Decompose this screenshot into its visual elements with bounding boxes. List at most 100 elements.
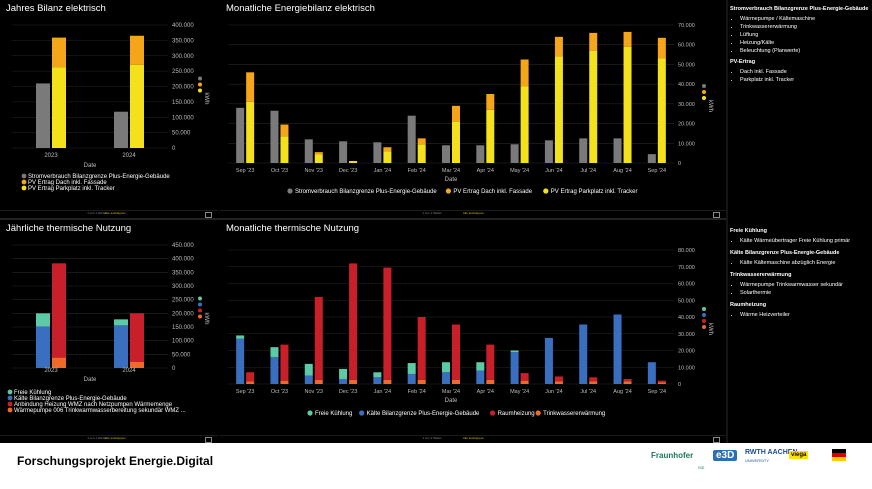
bar-mint — [236, 335, 245, 339]
x-tick-label: Jul '24 — [580, 168, 596, 174]
legend-description-electric: Stromverbrauch Bilanzgrenze Plus-Energie… — [730, 6, 872, 89]
y-tick-label: 10.000 — [678, 141, 695, 147]
bar-lorange — [623, 381, 632, 384]
bar-orange — [52, 37, 66, 68]
bar-blue — [510, 352, 519, 384]
x-axis-label: Date — [445, 398, 458, 404]
y-tick-label: 60.000 — [678, 282, 695, 288]
chart-title: Jahres Bilanz elektrisch — [6, 3, 106, 14]
bar-mint — [476, 362, 485, 371]
bar-red — [383, 267, 392, 380]
expand-all-link[interactable]: Alle ausklappen — [104, 211, 126, 215]
x-tick-label: Jun '24 — [545, 389, 563, 395]
bar-orange — [623, 31, 632, 47]
y-tick-label: 50.000 — [172, 131, 191, 137]
legend-dot-grey — [702, 84, 706, 88]
y-tick-label: 250.000 — [172, 69, 194, 75]
bar-yellow — [452, 121, 460, 163]
bar-red — [657, 380, 666, 383]
bar-grey — [373, 142, 382, 163]
bar-grey — [476, 145, 485, 163]
bar-lorange — [554, 381, 563, 384]
bar-blue — [613, 314, 622, 384]
bar-lorange — [383, 379, 392, 384]
bar-yellow — [589, 50, 598, 163]
bar-yellow — [486, 109, 495, 163]
export-icon[interactable] — [205, 212, 212, 218]
chart-jaehrliche-thermische: 0 50.000 100.000 150.000 200.000 250.000 300.0… — [7, 243, 209, 414]
bar-orange — [246, 72, 255, 102]
y-tick-label: 150.000 — [172, 325, 194, 331]
bar-mint — [270, 347, 279, 358]
bar-lorange — [417, 379, 426, 384]
x-tick-label: Nov '23 — [305, 168, 323, 174]
x-tick-label: Mar '24 — [442, 389, 460, 395]
legend-swatch — [543, 188, 549, 194]
bar-orange — [417, 138, 426, 145]
bar-lorange — [486, 379, 495, 384]
legend-dot-orange — [198, 82, 202, 87]
chart-title: Monatliche Energiebilanz elektrisch — [226, 3, 375, 14]
bar-red — [280, 344, 289, 381]
pagination-text: 1 von 1 Weiter — [87, 211, 107, 215]
bar-red — [623, 378, 632, 382]
x-axis-label: Date — [84, 377, 97, 383]
expand-all-link[interactable]: Alle ausklappen — [462, 436, 485, 440]
legend-label: Anbindung Heizung WMZ nach Netzpumpen Wä… — [14, 402, 173, 408]
legend-dot-orange — [702, 90, 706, 94]
x-tick-label: 2023 — [44, 153, 58, 159]
legend-label: Kälte Bilanzgrenze Plus-Energie-Gebäude — [367, 411, 480, 417]
y-tick-label: 60.000 — [678, 43, 695, 49]
bar-red — [349, 263, 358, 380]
side-list: Wärme Heizverteiler — [730, 312, 872, 319]
bar-blue — [579, 324, 588, 384]
legend-swatch — [535, 410, 541, 416]
legend-label: Wärmepumpe 006 Trinkwarmwasserbereitung … — [14, 408, 186, 414]
panel-jaehrliche-thermische: Jährliche thermische Nutzung 0 50.000 100.… — [0, 220, 218, 443]
side-heading: Freie Kühlung — [730, 228, 767, 234]
bar-grey — [579, 138, 588, 163]
bar-yellow — [623, 46, 632, 163]
bar-blue — [544, 337, 553, 384]
bar-blue — [407, 373, 416, 384]
export-icon[interactable] — [205, 437, 212, 443]
bar-blue — [236, 338, 245, 384]
side-list-item: Heizung/Kälte — [740, 40, 872, 47]
bar-orange — [589, 32, 598, 51]
bar-yellow — [417, 144, 426, 163]
bar-lorange — [246, 381, 255, 384]
rwth-logo: RWTH AACHEN — [745, 449, 798, 456]
bar-blue — [270, 357, 279, 384]
export-icon[interactable] — [713, 437, 720, 443]
bar-red — [246, 372, 255, 382]
expand-all-link[interactable]: Alle ausklappen — [104, 436, 126, 440]
legend-swatch — [21, 185, 27, 191]
y-tick-label: 400.000 — [172, 257, 194, 263]
legend-dot-blue — [702, 313, 706, 317]
bottom-bar: Forschungsprojekt Energie.Digital Fraunh… — [0, 443, 872, 489]
bar-blue — [373, 377, 382, 384]
side-list-item: Lüftung — [740, 32, 872, 39]
legend-swatch — [307, 410, 313, 416]
export-icon[interactable] — [713, 212, 720, 218]
bar-yellow — [314, 154, 323, 163]
bar-red — [554, 376, 563, 382]
bar-orange — [486, 94, 495, 110]
y-tick-label: 0 — [172, 366, 176, 372]
expand-all-link[interactable]: Alle ausklappen — [462, 211, 485, 215]
y-tick-label: 100.000 — [172, 339, 194, 345]
x-tick-label: Nov '23 — [305, 389, 323, 395]
x-tick-label: Aug '24 — [613, 168, 631, 174]
y-tick-label: 10.000 — [678, 365, 695, 371]
y-tick-label: 150.000 — [172, 100, 194, 106]
x-tick-label: Oct '23 — [271, 389, 288, 395]
bar-lorange — [349, 379, 358, 384]
x-tick-label: Mar '24 — [442, 168, 460, 174]
legend-label: Stromverbrauch Bilanzgrenze Plus-Energie… — [28, 174, 170, 180]
y-tick-label: 40.000 — [678, 315, 695, 321]
pagination-text: 1 von 1 Weiter — [422, 211, 442, 215]
x-tick-label: Jun '24 — [545, 168, 563, 174]
side-list-item: Trinkwassererwärmung — [740, 24, 872, 31]
panel-footer: 1 von 1 Weiter Alle ausklappen — [0, 210, 218, 218]
x-tick-label: Feb '24 — [408, 168, 426, 174]
